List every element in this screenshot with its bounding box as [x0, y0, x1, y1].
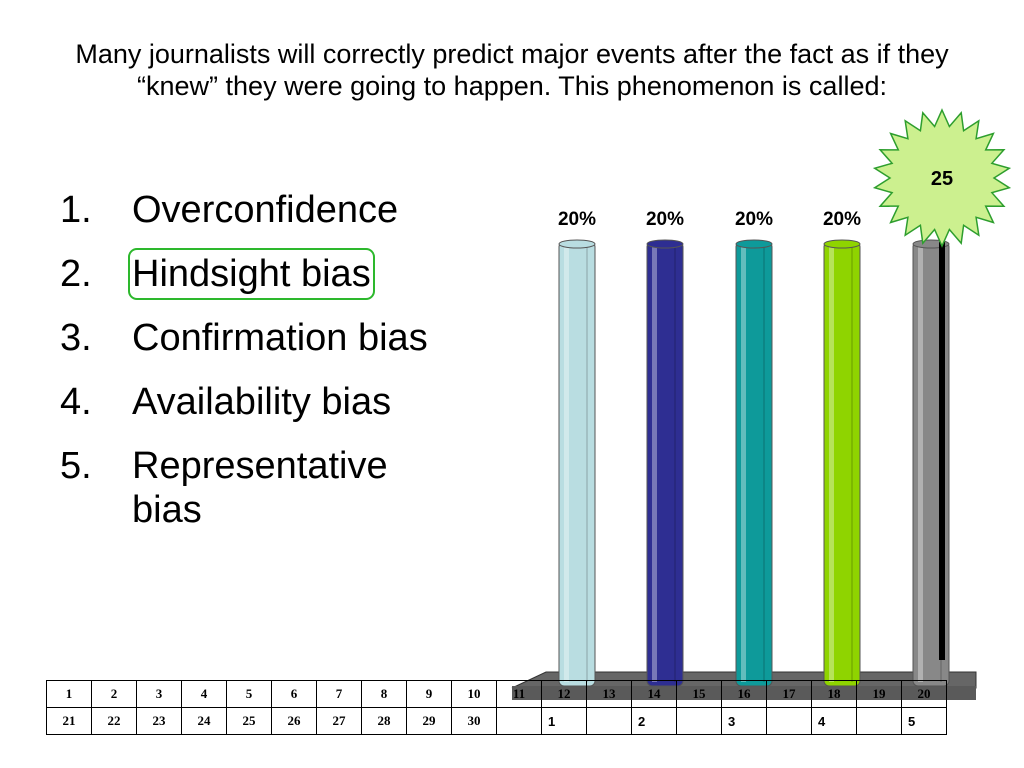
bar-highlight — [652, 246, 657, 682]
bar-2 — [646, 239, 684, 687]
grid-cell-26: 26 — [271, 707, 317, 735]
grid-cell-1: 1 — [46, 680, 92, 708]
answer-text: Availability bias — [132, 381, 392, 423]
bar-top-cap — [558, 239, 596, 249]
grid-cell-13: 13 — [586, 680, 632, 708]
response-count-label-1: 1 — [541, 707, 587, 735]
answer-text: Confirmation bias — [132, 317, 428, 359]
grid-cell-22: 22 — [91, 707, 137, 735]
grid-cell-4: 4 — [181, 680, 227, 708]
timer-progress-line — [939, 242, 945, 660]
grid-cell-10: 10 — [451, 680, 497, 708]
answer-text-correct: Hindsight bias — [128, 248, 375, 300]
grid-cell-23: 23 — [136, 707, 182, 735]
answer-text: Representative bias — [132, 445, 388, 531]
grid-cell-6: 6 — [271, 680, 317, 708]
answer-number: 2. — [60, 253, 92, 295]
bar-3 — [735, 239, 773, 687]
bar-highlight — [741, 246, 746, 682]
grid-cell-15: 15 — [676, 680, 722, 708]
grid-cell-16: 16 — [721, 680, 767, 708]
response-count-label-3: 3 — [721, 707, 767, 735]
answer-list: 1. Overconfidence 2. Hindsight bias 3. C… — [60, 188, 500, 552]
answer-text: Overconfidence — [132, 189, 399, 231]
bar-top-cap — [646, 239, 684, 249]
grid-cell-empty — [496, 707, 542, 735]
bar-highlight — [918, 246, 923, 682]
response-count-label-2: 2 — [631, 707, 677, 735]
grid-row-2: 21 22 23 24 25 26 27 28 29 30 1 2 3 4 5 — [46, 707, 947, 735]
grid-cell-11: 11 — [496, 680, 542, 708]
bar-top-cap — [823, 239, 861, 249]
countdown-starburst: 25 — [872, 108, 1012, 248]
response-count-label-4: 4 — [811, 707, 857, 735]
grid-cell-8: 8 — [361, 680, 407, 708]
grid-cell-3: 3 — [136, 680, 182, 708]
value-label-2: 20% — [646, 209, 684, 230]
answer-option-3[interactable]: 3. Confirmation bias — [60, 316, 500, 360]
grid-cell-29: 29 — [406, 707, 452, 735]
grid-row-1: 1 2 3 4 5 6 7 8 9 10 11 12 13 14 15 16 17 18 19 20 — [46, 680, 947, 708]
response-count-label-5: 5 — [901, 707, 947, 735]
grid-cell-12: 12 — [541, 680, 587, 708]
value-label-4: 20% — [823, 209, 861, 230]
value-label-1: 20% — [558, 209, 596, 230]
bar-top-cap — [735, 239, 773, 249]
grid-cell-28: 28 — [361, 707, 407, 735]
grid-cell-27: 27 — [316, 707, 362, 735]
grid-cell-24: 24 — [181, 707, 227, 735]
starburst-icon — [872, 108, 1012, 248]
answer-number: 5. — [60, 445, 92, 487]
answer-option-4[interactable]: 4. Availability bias — [60, 380, 500, 424]
grid-cell-19: 19 — [856, 680, 902, 708]
grid-cell-empty — [586, 707, 632, 735]
bar-highlight — [564, 246, 569, 682]
grid-cell-empty — [676, 707, 722, 735]
bar-highlight — [829, 246, 834, 682]
grid-cell-25: 25 — [226, 707, 272, 735]
question-text: Many journalists will correctly predict … — [75, 39, 949, 101]
grid-cell-21: 21 — [46, 707, 92, 735]
countdown-timer: 25 — [931, 168, 953, 190]
answer-option-5[interactable]: 5. Representative bias — [60, 444, 500, 532]
answer-option-1[interactable]: 1. Overconfidence — [60, 188, 500, 232]
answer-number: 1. — [60, 189, 92, 231]
grid-cell-5: 5 — [226, 680, 272, 708]
grid-cell-empty — [856, 707, 902, 735]
answer-number: 4. — [60, 381, 92, 423]
grid-cell-7: 7 — [316, 680, 362, 708]
bar-4 — [823, 239, 861, 687]
grid-cell-18: 18 — [811, 680, 857, 708]
grid-cell-30: 30 — [451, 707, 497, 735]
grid-cell-empty — [766, 707, 812, 735]
grid-cell-14: 14 — [631, 680, 677, 708]
grid-cell-17: 17 — [766, 680, 812, 708]
answer-number: 3. — [60, 317, 92, 359]
answer-option-2[interactable]: 2. Hindsight bias — [60, 248, 500, 300]
bar-1 — [558, 239, 596, 687]
value-label-3: 20% — [735, 209, 773, 230]
grid-cell-9: 9 — [406, 680, 452, 708]
grid-cell-2: 2 — [91, 680, 137, 708]
grid-cell-20: 20 — [901, 680, 947, 708]
response-grid: 1 2 3 4 5 6 7 8 9 10 11 12 13 14 15 16 17 18 19 20 21 22 23 24… — [46, 680, 947, 735]
